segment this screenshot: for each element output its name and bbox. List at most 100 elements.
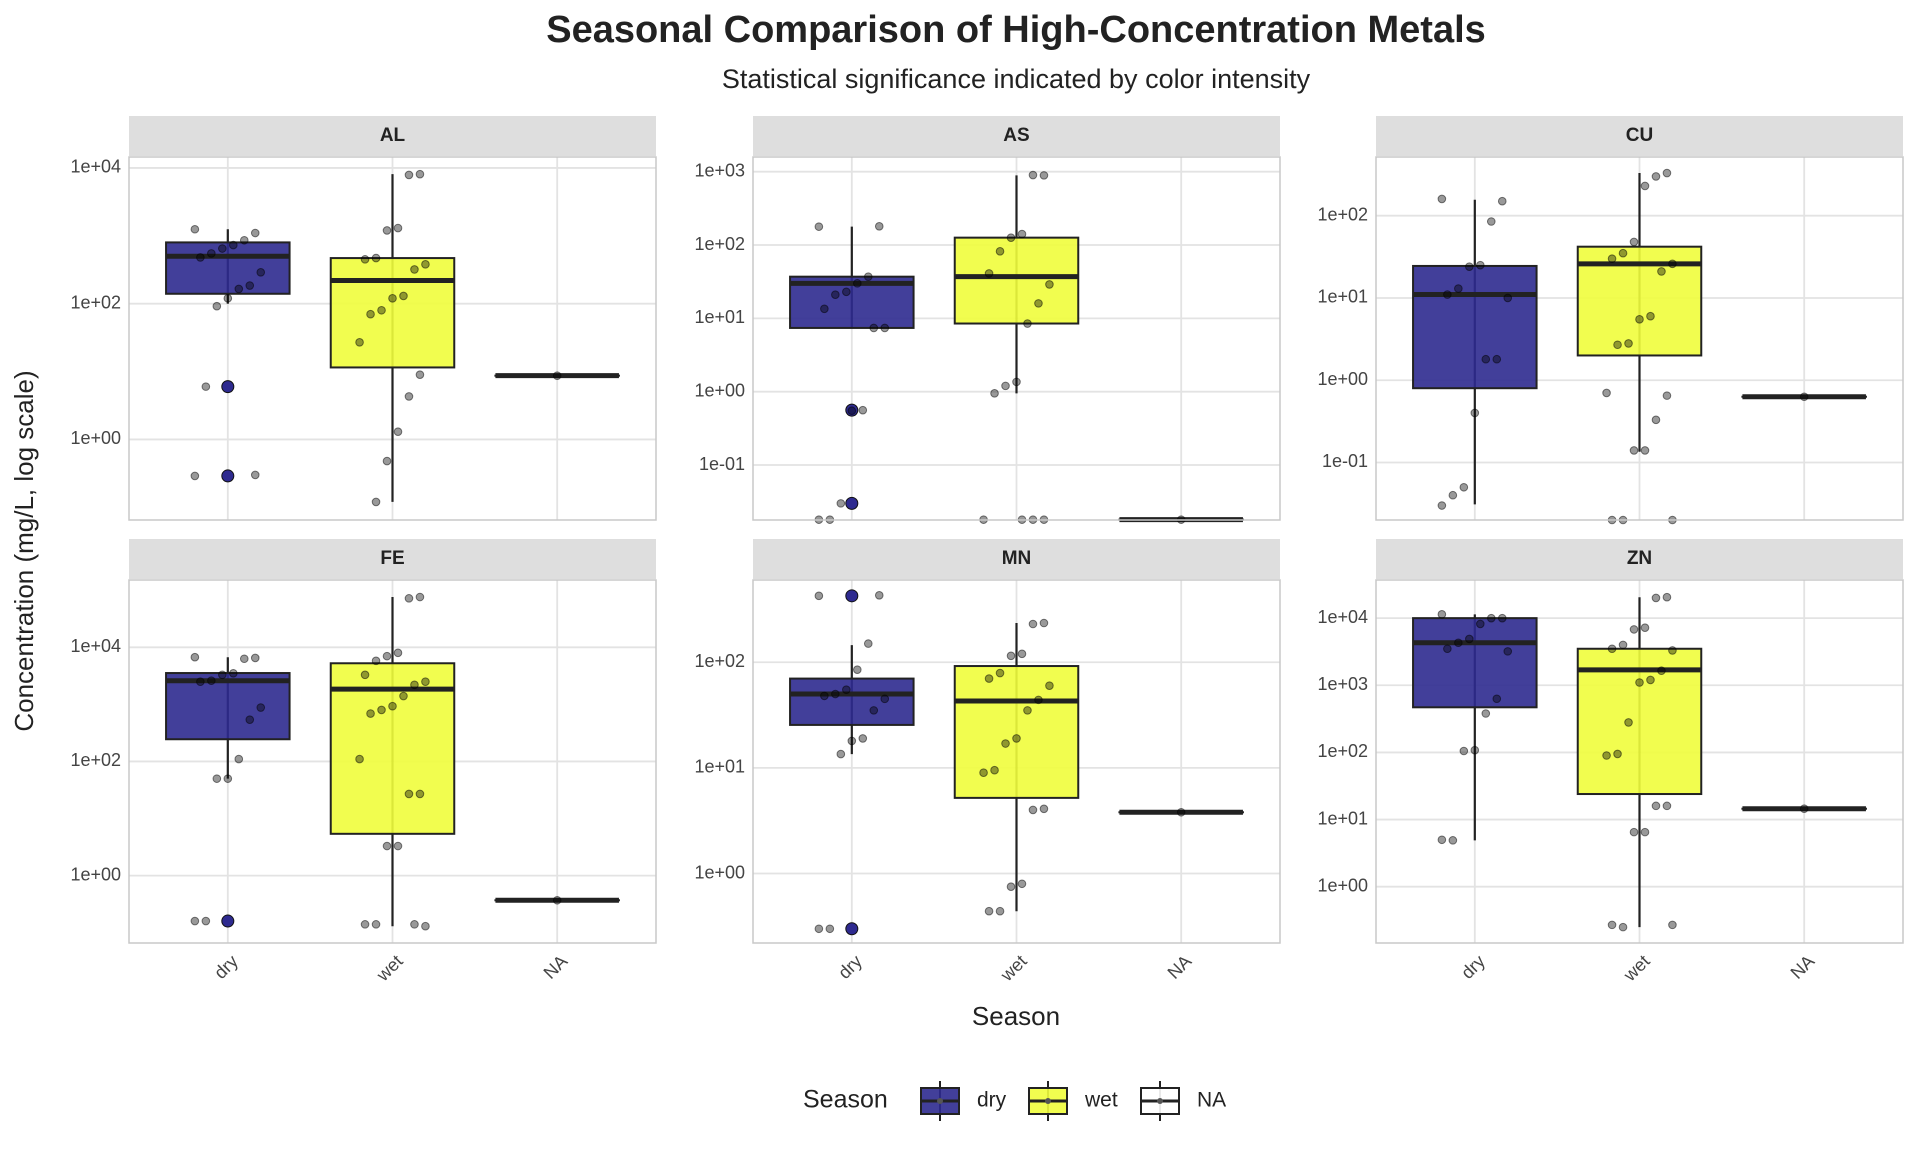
jitter-point bbox=[1481, 709, 1491, 718]
jitter-point bbox=[404, 392, 414, 401]
jitter-point bbox=[1662, 592, 1672, 602]
jitter-point bbox=[1624, 339, 1633, 348]
jitter-point bbox=[371, 656, 381, 666]
jitter-point bbox=[1039, 618, 1049, 628]
x-axis-label: Season bbox=[972, 1001, 1060, 1031]
jitter-point bbox=[1437, 501, 1447, 510]
box bbox=[1412, 264, 1538, 390]
jitter-point bbox=[1640, 446, 1650, 455]
legend-label: wet bbox=[1084, 1089, 1118, 1112]
jitter-point bbox=[229, 240, 238, 250]
strip bbox=[129, 116, 656, 156]
jitter-point bbox=[552, 371, 562, 380]
jitter-point bbox=[360, 670, 370, 680]
jitter-point bbox=[207, 249, 216, 258]
y-tick-label: 1e+02 bbox=[1317, 741, 1368, 761]
jitter-point bbox=[393, 223, 403, 233]
outlier bbox=[845, 496, 859, 510]
jitter-point bbox=[1465, 634, 1474, 644]
jitter-point bbox=[995, 668, 1005, 678]
jitter-point bbox=[995, 247, 1005, 256]
y-tick-label: 1e+02 bbox=[694, 234, 745, 254]
jitter-point bbox=[1613, 340, 1622, 350]
strip-label: CU bbox=[1626, 125, 1653, 146]
jitter-point bbox=[410, 265, 419, 274]
jitter-point bbox=[1486, 217, 1496, 226]
y-tick-label: 1e+00 bbox=[70, 864, 121, 884]
jitter-point bbox=[831, 290, 840, 300]
legend-title: Season bbox=[803, 1086, 888, 1114]
jitter-point bbox=[874, 590, 884, 600]
x-tick-label: NA bbox=[1787, 951, 1819, 983]
y-tick-label: 1e+01 bbox=[694, 307, 745, 327]
jitter-point bbox=[1012, 734, 1021, 743]
jitter-point bbox=[366, 709, 375, 718]
jitter-point bbox=[842, 685, 851, 694]
strip-label: MN bbox=[1002, 548, 1032, 569]
y-tick-label: 1e+00 bbox=[694, 862, 745, 882]
jitter-point bbox=[207, 676, 216, 685]
outlier bbox=[221, 914, 235, 928]
jitter-point bbox=[1045, 280, 1054, 289]
jitter-point bbox=[1668, 920, 1677, 930]
jitter-point bbox=[1662, 801, 1672, 811]
strip bbox=[753, 539, 1280, 579]
jitter-point bbox=[836, 499, 846, 508]
y-tick-label: 1e+02 bbox=[70, 292, 121, 312]
jitter-point bbox=[421, 677, 430, 686]
jitter-point bbox=[250, 653, 260, 663]
jitter-point bbox=[196, 677, 205, 686]
legend-label: NA bbox=[1197, 1089, 1226, 1112]
jitter-point bbox=[250, 470, 260, 480]
jitter-point bbox=[1651, 593, 1661, 603]
jitter-point bbox=[1454, 284, 1463, 293]
jitter-point bbox=[836, 749, 846, 759]
outlier bbox=[221, 469, 235, 483]
jitter-point bbox=[880, 694, 890, 704]
jitter-point bbox=[382, 651, 392, 661]
jitter-point bbox=[1662, 391, 1672, 400]
jitter-point bbox=[256, 268, 266, 277]
jitter-point bbox=[1443, 644, 1452, 654]
jitter-point bbox=[979, 768, 988, 778]
jitter-point bbox=[984, 906, 994, 916]
jitter-point bbox=[1012, 377, 1021, 387]
jitter-point bbox=[1034, 695, 1043, 705]
jitter-point bbox=[388, 294, 397, 303]
x-tick-label: NA bbox=[540, 951, 572, 983]
jitter-point bbox=[212, 301, 222, 311]
jitter-point bbox=[1607, 644, 1617, 654]
panel-border bbox=[752, 579, 1281, 944]
jitter-point bbox=[1662, 168, 1672, 178]
box bbox=[165, 241, 291, 295]
jitter-point bbox=[256, 703, 266, 712]
box bbox=[953, 236, 1080, 325]
jitter-point bbox=[1437, 610, 1447, 619]
jitter-point bbox=[814, 591, 824, 601]
jitter-point bbox=[1459, 482, 1469, 492]
jitter-point bbox=[831, 689, 840, 699]
jitter-point bbox=[1799, 804, 1809, 814]
strip-label: AS bbox=[1003, 125, 1029, 146]
jitter-point bbox=[1668, 646, 1677, 655]
jitter-point bbox=[990, 389, 999, 398]
jitter-point bbox=[1668, 259, 1677, 269]
jitter-point bbox=[1437, 194, 1447, 204]
jitter-point bbox=[388, 701, 397, 711]
jitter-point bbox=[995, 906, 1005, 916]
jitter-point bbox=[234, 284, 244, 294]
jitter-point bbox=[1629, 446, 1639, 455]
legend-key-point bbox=[1157, 1098, 1163, 1104]
legend-key-point bbox=[937, 1098, 943, 1104]
jitter-point bbox=[382, 456, 392, 466]
panel-border bbox=[128, 579, 657, 944]
jitter-point bbox=[858, 405, 868, 415]
jitter-point bbox=[814, 924, 824, 934]
strip bbox=[753, 116, 1280, 156]
jitter-point bbox=[355, 754, 364, 764]
jitter-point bbox=[853, 279, 862, 288]
jitter-point bbox=[1497, 613, 1507, 623]
jitter-point bbox=[404, 594, 414, 603]
jitter-point bbox=[1651, 801, 1661, 811]
jitter-point bbox=[825, 924, 835, 934]
